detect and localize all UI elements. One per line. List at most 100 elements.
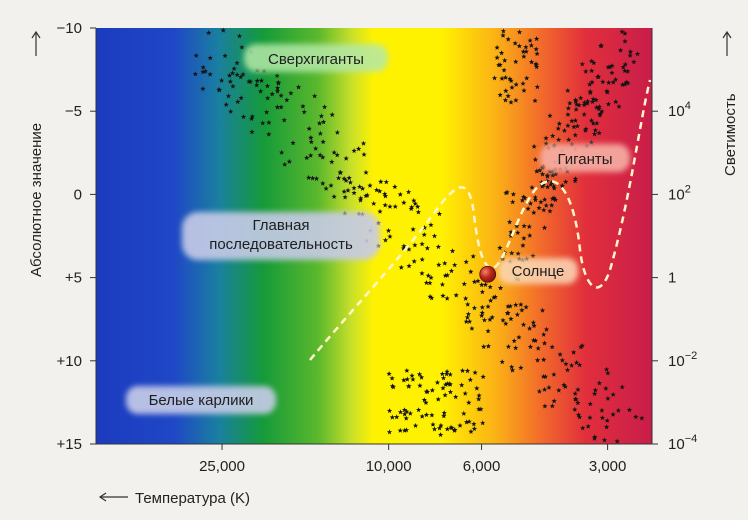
star-point [357,197,364,203]
right-tick-label: 102 [668,183,691,203]
right-tick-exponent: 2 [685,183,691,195]
star-point [514,311,521,317]
star-point [468,428,474,434]
star-point [401,377,407,383]
star-point [449,248,456,254]
star-point [579,343,585,348]
star-point [485,303,491,309]
star-point [520,194,527,200]
star-point [274,104,281,110]
giants-label: Гиганты [557,151,612,168]
star-point [522,195,528,201]
star-point [543,326,550,332]
star-point [521,235,527,241]
right-tick-label: 10−2 [668,350,697,370]
star-point [216,86,222,92]
star-point [419,270,425,276]
star-point [313,175,320,181]
star-point [530,253,536,259]
right-tick-base: 10 [668,186,685,203]
star-point [549,202,555,208]
star-point [392,203,398,209]
star-point [247,78,253,84]
star-point [534,168,540,174]
star-point [541,340,548,346]
x-tick-label: 6,000 [463,458,501,475]
star-point [549,344,555,350]
star-point [581,99,588,105]
star-point [229,70,236,76]
star-point [436,262,442,268]
star-point [535,345,541,351]
star-point [398,264,404,270]
star-point [529,184,535,190]
star-point [240,114,247,120]
star-point [566,137,572,143]
sun-label: Солнце [512,263,565,280]
star-point [623,79,630,85]
star-point [497,285,504,291]
x-axis-title: Температура (K) [135,490,250,507]
star-point [351,190,357,196]
star-point [520,242,526,248]
star-point [416,371,423,377]
star-point [386,429,393,435]
star-point [581,111,587,117]
star-point [266,131,272,137]
star-point [540,182,546,188]
star-point [306,125,312,131]
star-point [409,204,415,210]
star-point [467,377,473,383]
star-point [513,81,519,87]
left-axis-title: Абсолютное значение [28,123,45,277]
star-point [447,389,454,395]
star-point [405,189,412,195]
left-tick-label: +5 [65,270,82,287]
star-point [574,123,581,129]
star-point [549,196,556,202]
star-point [572,406,578,412]
star-point [238,74,244,80]
x-axis-arrow [98,492,128,502]
star-point [541,225,548,231]
star-point [423,280,430,286]
star-point [440,375,447,381]
star-point [387,203,393,209]
star-point [431,426,438,432]
star-point [485,328,491,334]
star-point [521,223,527,229]
star-point [282,161,288,167]
star-point [419,241,425,247]
star-point [444,426,450,432]
star-point [401,407,408,413]
star-point [501,67,507,73]
star-point [541,331,547,337]
star-point [422,224,428,230]
star-point [448,268,455,274]
star-point [551,185,557,191]
star-point [505,303,511,309]
star-point [575,412,582,418]
star-point [538,199,544,205]
star-point [397,191,403,197]
star-point [553,171,559,177]
star-point [404,408,410,414]
right-axis-title: Светимость [722,93,739,176]
star-point [525,206,531,212]
star-point [492,294,498,300]
star-point [520,48,526,54]
star-point [596,106,602,112]
star-point [463,259,469,265]
star-point [516,29,523,35]
star-point [228,108,234,114]
star-point [583,126,589,132]
star-point [509,250,515,256]
star-point [264,109,270,115]
star-point [441,410,447,416]
star-point [200,86,206,92]
star-point [444,295,450,301]
star-point [512,40,518,46]
star-point [306,174,312,180]
right-tick-exponent: 4 [685,100,691,112]
star-point [347,179,354,185]
